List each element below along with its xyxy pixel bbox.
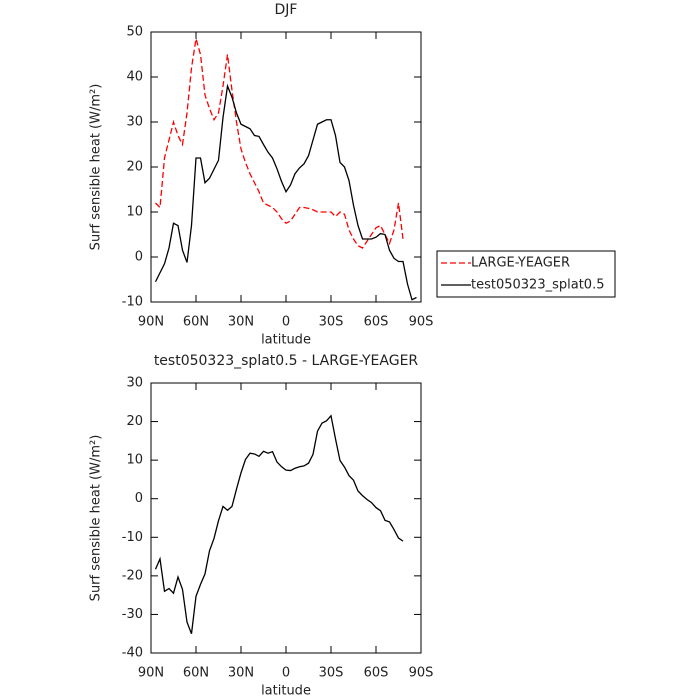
x-tick-label: 0 — [282, 666, 290, 681]
y-tick-label: -30 — [122, 607, 143, 622]
x-tick-label: 90S — [409, 315, 434, 330]
legend-label: LARGE-YEAGER — [471, 256, 570, 271]
x-tick-label: 0 — [282, 315, 290, 330]
y-axis-label: Surf sensible heat (W/m²) — [89, 84, 104, 251]
y-tick-label: 30 — [126, 376, 143, 391]
y-tick-label: -10 — [122, 295, 143, 310]
x-tick-label: 30S — [319, 666, 344, 681]
y-tick-label: 0 — [135, 491, 143, 506]
y-tick-label: 20 — [126, 414, 143, 429]
legend-label: test050323_splat0.5 — [471, 278, 604, 293]
x-tick-label: 30S — [319, 315, 344, 330]
series-line — [154, 83, 417, 301]
y-tick-label: 20 — [126, 160, 143, 175]
x-axis-label: latitude — [261, 333, 311, 348]
y-tick-label: 30 — [126, 115, 143, 130]
x-tick-label: 30N — [228, 315, 254, 330]
chart-title: test050323_splat0.5 - LARGE-YEAGER — [154, 353, 419, 369]
x-tick-label: 30N — [228, 666, 254, 681]
x-axis-label: latitude — [261, 684, 311, 699]
y-tick-label: 50 — [126, 25, 143, 40]
y-tick-label: 10 — [126, 205, 143, 220]
x-tick-label: 90N — [138, 666, 164, 681]
y-tick-label: -40 — [122, 646, 143, 661]
series-line — [155, 38, 404, 249]
x-tick-label: 60S — [364, 315, 389, 330]
x-tick-label: 90S — [409, 666, 434, 681]
x-tick-label: 60N — [183, 315, 209, 330]
x-tick-label: 60S — [364, 666, 389, 681]
plot-frame — [150, 31, 422, 303]
x-tick-label: 90N — [138, 315, 164, 330]
chart-title: DJF — [275, 2, 298, 18]
legend-box — [436, 250, 616, 298]
y-axis-label: Surf sensible heat (W/m²) — [89, 435, 104, 602]
plot-frame — [150, 382, 422, 654]
y-tick-label: -10 — [122, 530, 143, 545]
y-tick-label: 0 — [135, 250, 143, 265]
y-tick-label: 10 — [126, 453, 143, 468]
series-line — [154, 414, 404, 634]
y-tick-label: -20 — [122, 568, 143, 583]
x-tick-label: 60N — [183, 666, 209, 681]
y-tick-label: 40 — [126, 70, 143, 85]
